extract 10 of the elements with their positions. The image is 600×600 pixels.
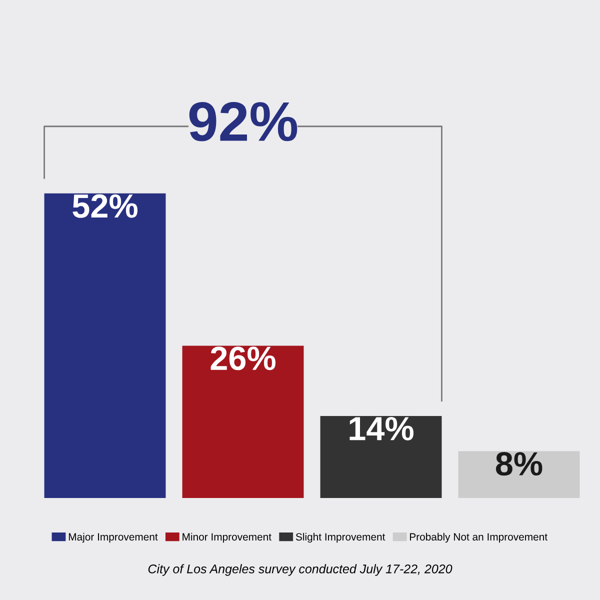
- text: City of Los Angeles survey conducted July 17-22, 2020: [148, 564, 452, 576]
- legend-label: Minor Improvement: [182, 532, 272, 543]
- text: 92%: [189, 102, 298, 142]
- data-label: 26%: [210, 346, 276, 370]
- data-label: 14%: [350, 416, 414, 440]
- data-label: 52%: [72, 194, 138, 218]
- legend-label: Major Improvement: [68, 532, 158, 543]
- legend-label: Slight Improvement: [296, 532, 386, 543]
- data-label: 8%: [496, 452, 542, 476]
- legend-label: Probably Not an Improvement: [410, 532, 548, 543]
